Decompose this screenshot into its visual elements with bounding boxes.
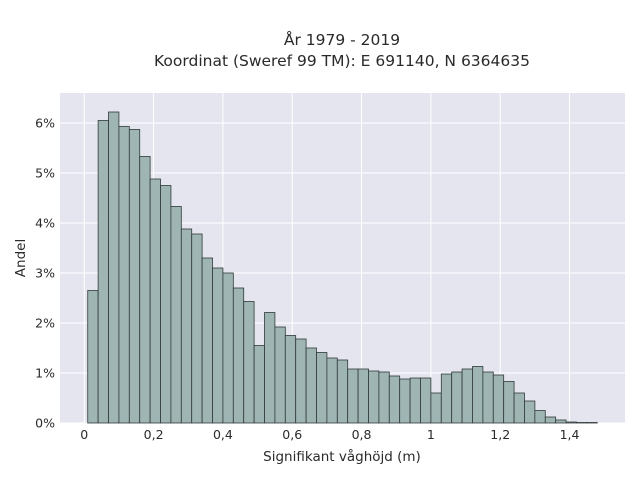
histogram-bar <box>544 416 557 424</box>
y-axis-ticks: 0% 1% 2% 3% 4% 5% 6% <box>35 116 55 431</box>
histogram-bar <box>180 228 193 424</box>
chart-title-line2: Koordinat (Sweref 99 TM): E 691140, N 63… <box>154 52 530 70</box>
y-tick-label: 5% <box>35 166 55 181</box>
histogram-bar <box>378 371 390 424</box>
histogram-bar <box>316 352 328 424</box>
histogram-bar <box>326 357 338 424</box>
bars <box>87 111 598 424</box>
histogram-bar <box>534 410 546 424</box>
histogram-bar <box>492 374 505 424</box>
histogram-bar <box>284 335 297 424</box>
histogram-bar <box>108 111 120 424</box>
histogram-bar <box>388 375 401 424</box>
histogram-bar <box>87 290 99 424</box>
histogram-bar <box>160 185 172 424</box>
y-tick-label: 1% <box>35 366 55 381</box>
x-tick-label: 0,8 <box>352 427 372 442</box>
histogram-bar <box>586 422 598 424</box>
histogram-bar <box>336 359 349 424</box>
histogram-bar <box>118 126 130 424</box>
histogram-bar <box>524 400 536 424</box>
histogram-bar <box>555 419 567 424</box>
histogram-bar <box>243 301 255 424</box>
histogram-bar <box>149 178 161 424</box>
histogram-bar <box>295 338 307 424</box>
histogram-bar <box>212 267 224 424</box>
x-axis-label: Signifikant våghöjd (m) <box>263 448 421 465</box>
y-tick-label: 4% <box>35 216 55 231</box>
histogram-bar <box>128 129 141 424</box>
histogram-bar <box>576 422 588 424</box>
histogram-bar <box>451 371 463 424</box>
histogram-bar <box>201 257 213 424</box>
histogram-bar <box>274 326 286 424</box>
histogram-bar <box>253 345 265 424</box>
histogram-bar <box>472 366 484 424</box>
x-tick-label: 1,2 <box>490 427 510 442</box>
histogram-bar <box>513 392 525 424</box>
histogram-bar <box>222 272 234 424</box>
histogram-bar <box>368 370 380 424</box>
histogram-bar <box>399 378 411 424</box>
histogram-bar <box>409 377 421 424</box>
histogram-bar <box>430 392 442 424</box>
histogram-bar <box>440 373 453 424</box>
x-tick-label: 1 <box>427 427 435 442</box>
histogram-bar <box>305 347 317 424</box>
x-tick-label: 0,2 <box>144 427 164 442</box>
histogram-bar <box>232 287 245 424</box>
histogram-bar <box>191 233 203 424</box>
x-tick-label: 0,6 <box>282 427 302 442</box>
histogram-bar <box>264 312 276 424</box>
y-tick-label: 6% <box>35 116 55 131</box>
y-axis-label: Andel <box>13 239 29 277</box>
histogram-bar <box>420 377 432 424</box>
x-tick-label: 1,4 <box>560 427 580 442</box>
y-tick-label: 0% <box>35 416 55 431</box>
histogram-bar <box>461 368 473 424</box>
histogram-bar <box>347 368 359 424</box>
histogram-bar <box>97 120 109 424</box>
chart-title-line1: År 1979 - 2019 <box>284 30 400 49</box>
x-tick-label: 0 <box>80 427 88 442</box>
histogram-bar <box>170 206 182 424</box>
y-tick-label: 3% <box>35 266 55 281</box>
histogram-bar <box>503 381 515 424</box>
x-axis-ticks: 0 0,2 0,4 0,6 0,8 1 1,2 1,4 <box>80 427 579 442</box>
x-tick-label: 0,4 <box>213 427 233 442</box>
histogram-bar <box>357 368 369 424</box>
histogram-bar <box>565 421 577 424</box>
histogram-bar <box>139 156 151 424</box>
histogram-bar <box>482 371 494 424</box>
y-tick-label: 2% <box>35 316 55 331</box>
